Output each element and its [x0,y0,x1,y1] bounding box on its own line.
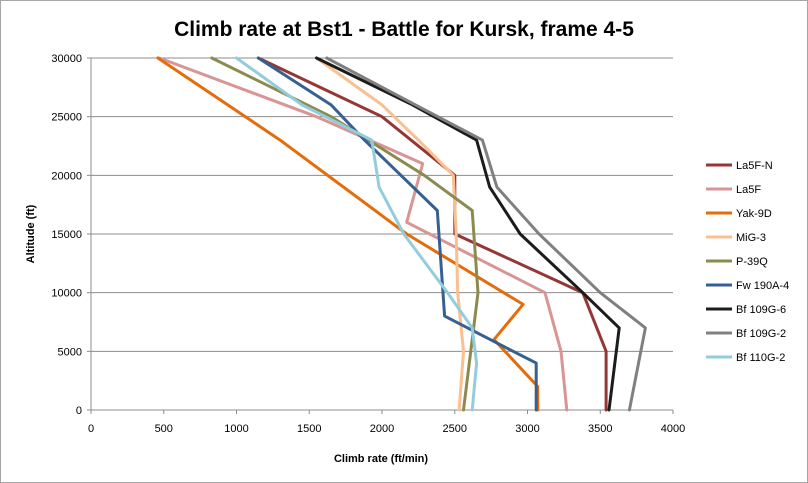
y-tick-label-5000: 5000 [58,346,82,358]
x-tick-label-500: 500 [155,423,173,435]
series-line-la5f [157,56,569,412]
grid-layer [91,57,673,411]
y-tick-label-30000: 30000 [51,53,82,65]
y-axis-label: Altitude (ft) [25,204,37,263]
legend-label-mig-3: MiG-3 [736,232,766,244]
legend-label-p-39q: P-39Q [736,256,768,268]
x-tick-label-2500: 2500 [443,423,467,435]
legend-label-bf-110g-2: Bf 110G-2 [736,352,785,364]
legend: La5F-N La5F Yak-9D MiG-3 P-39Q Fw 190A-4 Bf 10… [706,160,789,364]
legend-label-fw-190a-4: Fw 190A-4 [736,280,789,292]
x-tick-label-1500: 1500 [297,423,321,435]
axis-layer: 0 5000 10000 15000 20000 25000 30000 0 500 1000 15… [51,53,685,435]
x-tick-label-1000: 1000 [224,423,248,435]
x-tick-label-0: 0 [88,423,94,435]
series-line-bf-110g-2 [235,56,479,412]
series-line-bf-109g-6 [315,56,621,412]
y-tick-label-15000: 15000 [51,229,82,241]
x-tick-label-3500: 3500 [588,423,612,435]
series-layer [156,56,647,412]
legend-label-la5f: La5F [736,184,761,196]
y-tick-label-25000: 25000 [51,112,82,124]
legend-label-bf-109g-6: Bf 109G-6 [736,304,786,316]
chart-title: Climb rate at Bst1 - Battle for Kursk, f… [174,18,634,41]
series-line-fw-190a-4 [256,56,538,412]
x-axis-label: Climb rate (ft/min) [334,453,428,465]
series-line-bf-109g-2 [325,56,647,412]
y-tick-label-0: 0 [76,405,82,417]
x-tick-label-2000: 2000 [370,423,394,435]
legend-label-yak-9d: Yak-9D [736,208,772,220]
series-line-mig-3 [315,56,465,412]
legend-label-bf-109g-2: Bf 109G-2 [736,328,786,340]
y-tick-label-10000: 10000 [51,288,82,300]
x-tick-label-3000: 3000 [515,423,539,435]
y-tick-label-20000: 20000 [51,170,82,182]
x-tick-label-4000: 4000 [661,423,685,435]
legend-label-la5f-n: La5F-N [736,160,773,172]
